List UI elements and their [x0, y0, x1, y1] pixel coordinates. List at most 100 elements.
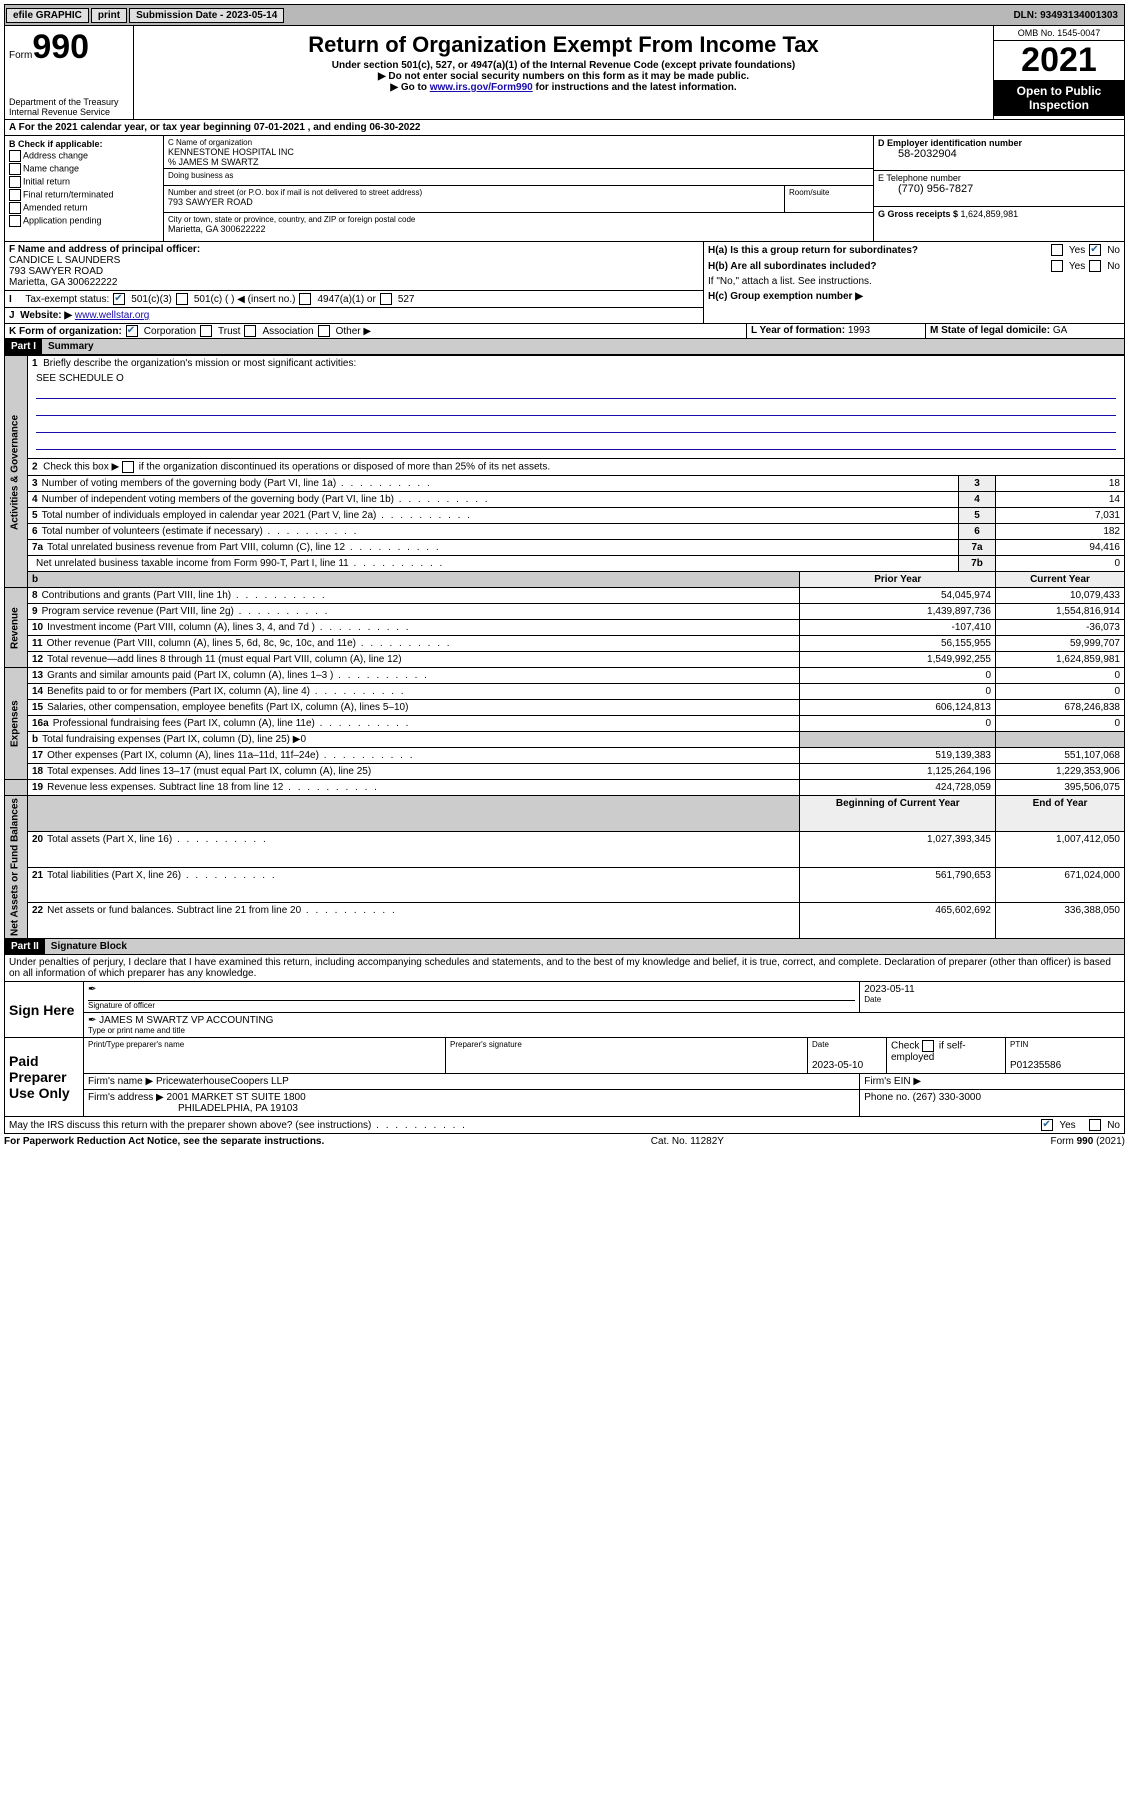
- ln16a-c: 0: [996, 716, 1125, 732]
- checkbox-app-pending[interactable]: [9, 215, 21, 227]
- ln8-no: 8: [32, 590, 42, 601]
- checkbox-Ha-no[interactable]: [1089, 244, 1101, 256]
- ln6-k: 6: [959, 524, 996, 540]
- irs-link[interactable]: www.irs.gov/Form990: [430, 82, 533, 93]
- grey-spacer: [28, 796, 800, 832]
- checkbox-trust[interactable]: [200, 325, 212, 337]
- partI-badge: Part I: [5, 339, 42, 354]
- dln-label: DLN:: [1013, 10, 1040, 21]
- officer-sig-lbl: Signature of officer: [88, 1001, 855, 1010]
- ln19-no: 19: [32, 782, 47, 793]
- ruled-4: [36, 435, 1116, 450]
- hdr-end: End of Year: [996, 796, 1125, 832]
- checkbox-address-change[interactable]: [9, 150, 21, 162]
- checkbox-name-change[interactable]: [9, 163, 21, 175]
- date-lbl: Date: [864, 995, 1120, 1004]
- M-val: GA: [1053, 325, 1067, 336]
- q2-post: if the organization discontinued its ope…: [136, 462, 550, 473]
- checkbox-Hb-no[interactable]: [1089, 260, 1101, 272]
- checkbox-501c3[interactable]: [113, 293, 125, 305]
- prep-date-cell: Date2023-05-10: [808, 1038, 887, 1073]
- ln9: 9Program service revenue (Part VIII, lin…: [28, 604, 800, 620]
- Hb-lbl: H(b) Are all subordinates included?: [708, 261, 877, 272]
- tax-year: 2021: [994, 41, 1124, 80]
- ln10: 10Investment income (Part VIII, column (…: [28, 620, 800, 636]
- checkbox-Hb-yes[interactable]: [1051, 260, 1063, 272]
- checkbox-self-emp[interactable]: [922, 1040, 934, 1052]
- ln22-no: 22: [32, 905, 47, 916]
- footer-left: For Paperwork Reduction Act Notice, see …: [4, 1136, 324, 1147]
- checkbox-final[interactable]: [9, 189, 21, 201]
- ln10-p: -107,410: [800, 620, 996, 636]
- I-opt-3: 527: [398, 294, 415, 305]
- ln17-c: 551,107,068: [996, 748, 1125, 764]
- checkbox-4947[interactable]: [299, 293, 311, 305]
- website-link[interactable]: www.wellstar.org: [75, 310, 149, 321]
- checkbox-discuss-no[interactable]: [1089, 1119, 1101, 1131]
- partI-title: Summary: [42, 339, 1124, 354]
- col-B: B Check if applicable: Address change Na…: [5, 136, 164, 241]
- ln7b-v: 0: [996, 556, 1125, 572]
- tab-exp-cont: [5, 780, 28, 796]
- discuss-row: May the IRS discuss this return with the…: [5, 1117, 1124, 1133]
- checkbox-amended[interactable]: [9, 202, 21, 214]
- ln22: 22Net assets or fund balances. Subtract …: [28, 903, 800, 939]
- B-opt-initial: Initial return: [9, 176, 159, 188]
- pen-icon: ✒: [88, 984, 855, 1001]
- dept-treasury: Department of the Treasury: [9, 97, 129, 107]
- grey-b: b: [28, 572, 800, 588]
- prep-date: 2023-05-10: [812, 1060, 863, 1071]
- tab-expenses: Expenses: [5, 668, 28, 780]
- ein-lbl: Firm's EIN ▶: [864, 1076, 921, 1087]
- K-opt-0: Corporation: [144, 326, 196, 337]
- checkbox-assoc[interactable]: [244, 325, 256, 337]
- Ha-no: No: [1107, 245, 1120, 256]
- ln9-no: 9: [32, 606, 42, 617]
- footer-right: Form 990 (2021): [1051, 1136, 1125, 1147]
- ln10-c: -36,073: [996, 620, 1125, 636]
- checkbox-501c[interactable]: [176, 293, 188, 305]
- Ha-yes: Yes: [1069, 245, 1085, 256]
- firm-lbl: Firm's name ▶: [88, 1076, 156, 1087]
- D-val: 58-2032904: [878, 148, 1120, 160]
- B-opt-name: Name change: [9, 163, 159, 175]
- section-BCDEG: B Check if applicable: Address change Na…: [4, 136, 1125, 242]
- ln15-t: Salaries, other compensation, employee b…: [47, 702, 408, 713]
- firm-ein-cell: Firm's EIN ▶: [860, 1074, 1124, 1089]
- ln6-v: 182: [996, 524, 1125, 540]
- B-opt-1: Name change: [23, 163, 79, 173]
- officer-date: 2023-05-11: [864, 984, 914, 995]
- checkbox-Ha-yes[interactable]: [1051, 244, 1063, 256]
- ln5-k: 5: [959, 508, 996, 524]
- G-val: 1,624,859,981: [961, 209, 1019, 219]
- checkbox-discuss-yes[interactable]: [1041, 1119, 1053, 1131]
- irs-label: Internal Revenue Service: [9, 107, 129, 117]
- A-mid: , and ending: [305, 122, 369, 133]
- line-7b: Net unrelated business taxable income fr…: [5, 556, 1125, 572]
- D-lbl: D Employer identification number: [878, 138, 1022, 148]
- checkbox-other[interactable]: [318, 325, 330, 337]
- header-left: Form990 Department of the Treasury Inter…: [5, 26, 134, 119]
- discuss-yes: Yes: [1059, 1120, 1075, 1131]
- form-prefix: Form: [9, 50, 32, 61]
- checkbox-q2[interactable]: [122, 461, 134, 473]
- open-inspection: Open to Public Inspection: [994, 80, 1124, 116]
- ln8-c: 10,079,433: [996, 588, 1125, 604]
- checkbox-initial[interactable]: [9, 176, 21, 188]
- firm-name-cell: Firm's name ▶ PricewaterhouseCoopers LLP: [84, 1074, 860, 1089]
- topbar: efile GRAPHIC print Submission Date - 20…: [4, 4, 1125, 26]
- L-lbl: L Year of formation:: [751, 325, 848, 336]
- ln13-p: 0: [800, 668, 996, 684]
- ln19: 19Revenue less expenses. Subtract line 1…: [28, 780, 800, 796]
- sign-here-row: Sign Here ✒ Signature of officer 2023-05…: [5, 982, 1124, 1038]
- checkbox-527[interactable]: [380, 293, 392, 305]
- print-button[interactable]: print: [91, 8, 127, 23]
- ln3-no: 3: [32, 478, 42, 489]
- B-opt-2: Initial return: [23, 176, 70, 186]
- F-street: 793 SAWYER ROAD: [9, 266, 103, 277]
- ln4-k: 4: [959, 492, 996, 508]
- checkbox-corp[interactable]: [126, 325, 138, 337]
- ln9-p: 1,439,897,736: [800, 604, 996, 620]
- section-KLM: K Form of organization: Corporation Trus…: [4, 324, 1125, 339]
- ruled-3: [36, 418, 1116, 433]
